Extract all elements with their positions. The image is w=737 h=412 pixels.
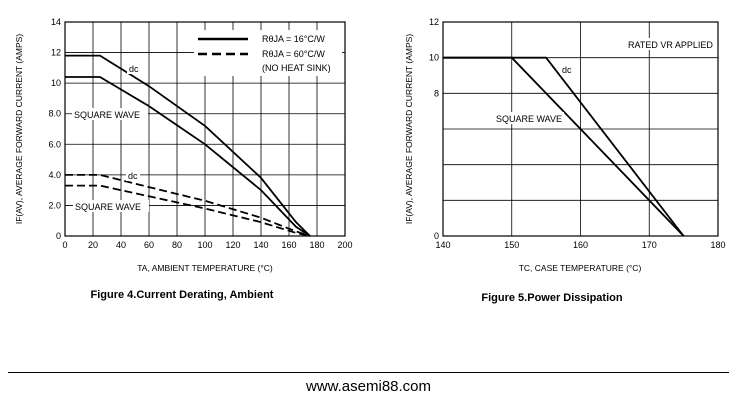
- chart-2-annotation-square: SQUARE WAVE: [496, 114, 562, 124]
- c1-xtick-label-0: 0: [62, 240, 67, 250]
- chart-2-x-axis-label: TC, CASE TEMPERATURE (°C): [519, 263, 642, 273]
- c1-xtick-label-4: 80: [172, 240, 182, 250]
- c1-xtick-label-10: 200: [337, 240, 352, 250]
- chart-1: 0 20 40 60 80 100 120 140 160 180 200 0 2.0 4.0 6.0 8.…: [14, 17, 353, 301]
- footer-url[interactable]: www.asemi88.com: [305, 378, 432, 395]
- chart-2-annotation-dc: dc: [562, 65, 572, 75]
- chart-1-series: [65, 54, 311, 237]
- chart-2-y-axis-label: IF(AV), AVERAGE FORWARD CURRENT (AMPS): [404, 34, 414, 224]
- chart-1-y-axis-label: IF(AV), AVERAGE FORWARD CURRENT (AMPS): [14, 34, 24, 224]
- chart-1-annotation-bg-4: [73, 200, 149, 212]
- c1-xtick-label-5: 100: [197, 240, 212, 250]
- c1-xtick-label-2: 40: [116, 240, 126, 250]
- c2-series-line-0: [443, 56, 685, 237]
- c1-ytick-label-1: 2.0: [48, 200, 61, 210]
- chart-2-plot-frame: [442, 21, 719, 237]
- chart-1-annotation-bg-3: [126, 170, 140, 181]
- c1-ytick-label-6: 12: [51, 48, 61, 58]
- chart-1-legend-label-1: RθJA = 16°C/W: [262, 34, 325, 44]
- c2-ytick-label-2: 10: [429, 53, 439, 63]
- chart-1-x-axis-label: TA, AMBIENT TEMPERATURE (°C): [137, 263, 273, 273]
- chart-2-annotation-bg-1: [624, 38, 716, 50]
- c2-ytick-label-0: 0: [434, 231, 439, 241]
- c1-series-line-1: [65, 76, 311, 237]
- c1-ytick-label-3: 6.0: [48, 139, 61, 149]
- c1-ytick-label-7: 14: [51, 17, 61, 27]
- chart-2-xticks: 140 150 160 170 180: [435, 240, 725, 250]
- chart-2-annotation-rated: RATED VR APPLIED: [628, 40, 713, 50]
- c2-xtick-label-3: 170: [642, 240, 657, 250]
- c2-xtick-label-1: 150: [504, 240, 519, 250]
- c1-ytick-label-4: 8.0: [48, 109, 61, 119]
- chart-1-annotation-bg-1: [127, 63, 141, 74]
- c1-xtick-label-3: 60: [144, 240, 154, 250]
- c1-xtick-label-6: 120: [225, 240, 240, 250]
- c1-xtick-label-9: 180: [309, 240, 324, 250]
- chart-2-yticks: 0 8 10 12: [429, 17, 439, 241]
- chart-1-xticks: 0 20 40 60 80 100 120 140 160 180 200: [62, 240, 352, 250]
- chart-1-annotation-bg-2: [72, 108, 148, 120]
- c2-xtick-label-2: 160: [573, 240, 588, 250]
- c1-ytick-label-2: 4.0: [48, 170, 61, 180]
- chart-1-legend-label-2: RθJA = 60°C/W: [262, 49, 325, 59]
- chart-1-caption: Figure 4.Current Derating, Ambient: [91, 289, 274, 301]
- chart-2-caption: Figure 5.Power Dissipation: [481, 292, 622, 304]
- c2-ytick-label-1: 8: [434, 88, 439, 98]
- c2-series-line-1: [443, 56, 685, 237]
- c2-xtick-label-0: 140: [435, 240, 450, 250]
- c2-xtick-label-4: 180: [710, 240, 725, 250]
- c1-xtick-label-1: 20: [88, 240, 98, 250]
- chart-1-annotation-square-dashed: SQUARE WAVE: [75, 202, 141, 212]
- footer-rule: [8, 372, 729, 373]
- chart-2-annotation-bg-2: [560, 64, 574, 75]
- chart-1-annotation-dc-dashed: dc: [128, 171, 138, 181]
- c1-ytick-label-0: 0: [56, 231, 61, 241]
- chart-1-plot-frame: [64, 21, 346, 237]
- chart-2-annotation-bg-3: [494, 112, 564, 124]
- c2-ytick-label-3: 12: [429, 17, 439, 27]
- chart-1-annotation-dc-solid: dc: [129, 64, 139, 74]
- c1-xtick-label-8: 160: [281, 240, 296, 250]
- chart-1-annotation-square-solid: SQUARE WAVE: [74, 110, 140, 120]
- c1-series-line-0: [65, 54, 311, 237]
- chart-1-legend-label-3: (NO HEAT SINK): [262, 63, 331, 73]
- c1-xtick-label-7: 140: [253, 240, 268, 250]
- chart-1-yticks: 0 2.0 4.0 6.0 8.0 10 12 14: [48, 17, 61, 241]
- c1-ytick-label-5: 10: [51, 78, 61, 88]
- chart-2-series: [443, 56, 685, 237]
